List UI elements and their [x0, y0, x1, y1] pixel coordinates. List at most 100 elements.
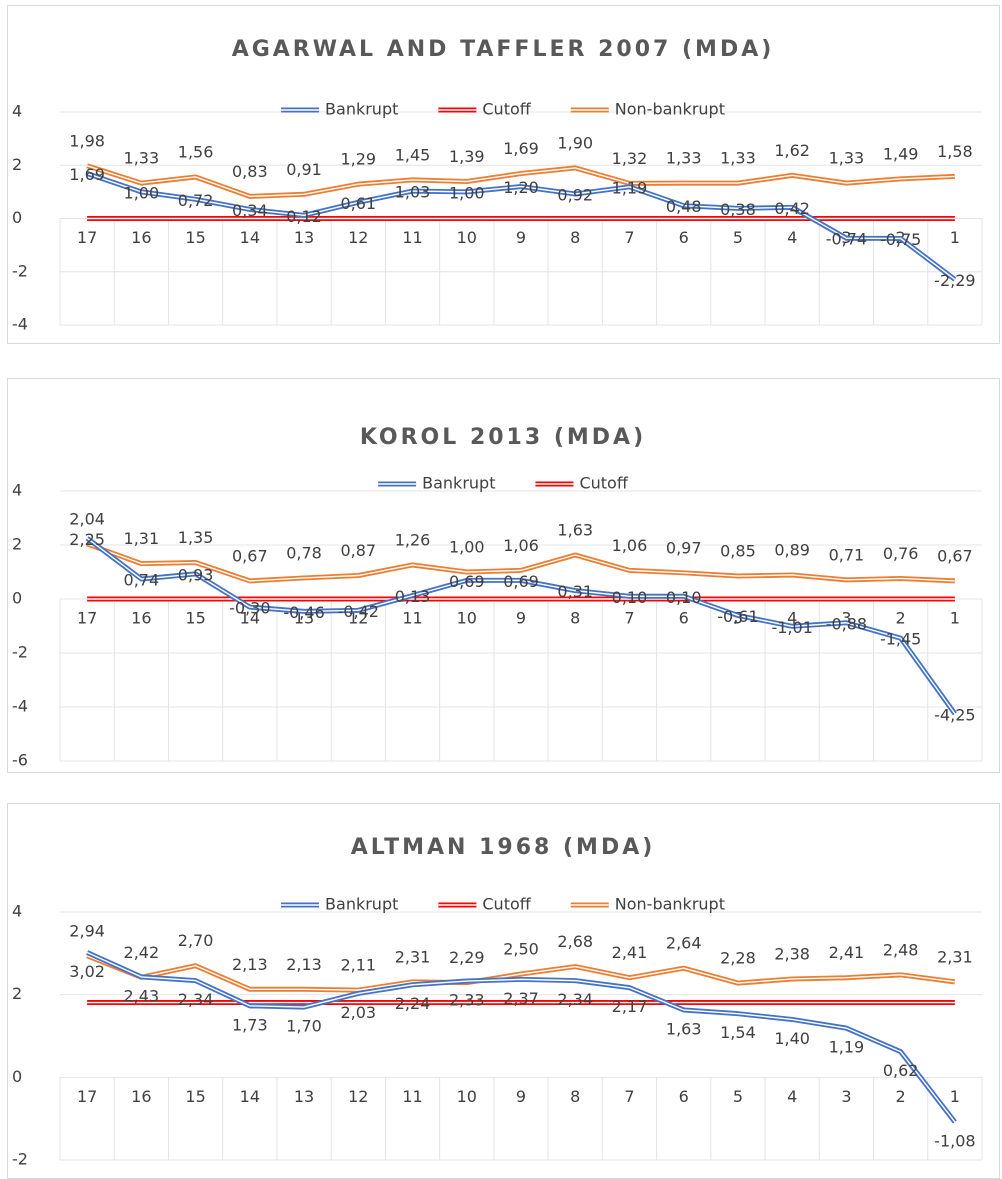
data-label: 0,12 [286, 207, 322, 226]
data-label: -0,46 [283, 603, 324, 622]
data-label: 2,38 [774, 944, 810, 963]
x-tick-label: 14 [240, 228, 260, 247]
data-label: 2,31 [395, 947, 431, 966]
data-label: 2,17 [612, 997, 648, 1016]
data-label: 0,48 [666, 197, 702, 216]
data-label: 0,42 [774, 199, 810, 218]
data-label: 1,98 [69, 131, 105, 150]
data-label: -0,42 [338, 602, 379, 621]
data-label: 0,38 [720, 200, 756, 219]
y-tick-label: -4 [12, 315, 28, 334]
x-tick-label: 17 [77, 228, 97, 247]
x-tick-label: 1 [950, 609, 960, 628]
y-tick-label: 2 [12, 984, 22, 1003]
data-label: -1,01 [771, 618, 812, 637]
data-label: 2,11 [340, 956, 376, 975]
legend-label: Bankrupt [325, 895, 398, 914]
data-label: 1,35 [178, 528, 214, 547]
data-label: 1,54 [720, 1023, 756, 1042]
legend-label: Bankrupt [325, 100, 398, 119]
data-label: 0,10 [612, 588, 648, 607]
x-tick-label: 13 [294, 228, 314, 247]
data-line-inner [86, 537, 956, 715]
data-label: 0,85 [720, 542, 756, 561]
x-tick-label: 14 [240, 609, 260, 628]
x-tick-label: 10 [457, 228, 477, 247]
data-label: 1,33 [124, 149, 160, 168]
data-label: 2,70 [178, 931, 214, 950]
data-label: 1,45 [395, 145, 431, 164]
data-label: 1,63 [557, 520, 593, 539]
x-tick-label: 16 [131, 609, 151, 628]
data-label: 2,68 [557, 932, 593, 951]
x-tick-label: 7 [624, 609, 634, 628]
data-label: 2,31 [937, 947, 973, 966]
data-line-inner [86, 165, 955, 198]
x-tick-label: 13 [294, 1087, 314, 1106]
x-tick-label: 2 [896, 609, 906, 628]
x-tick-label: 9 [516, 609, 526, 628]
y-tick-label: 2 [12, 535, 22, 554]
data-label: 2,43 [124, 986, 160, 1005]
data-label: 1,73 [232, 1015, 268, 1034]
x-tick-label: 9 [516, 228, 526, 247]
x-tick-label: 17 [77, 1087, 97, 1106]
y-tick-label: 4 [12, 481, 22, 500]
x-tick-label: 9 [516, 1087, 526, 1106]
x-tick-label: 11 [402, 1087, 422, 1106]
x-tick-label: 4 [787, 228, 797, 247]
data-label: 0,87 [340, 541, 376, 560]
x-tick-label: 16 [131, 228, 151, 247]
data-label: 0,34 [232, 201, 268, 220]
data-label: 2,94 [69, 921, 105, 940]
data-label: 0,10 [666, 588, 702, 607]
data-label: -1,45 [880, 630, 921, 649]
data-label: 1,39 [449, 147, 485, 166]
data-label: 0,67 [937, 546, 973, 565]
x-tick-label: 6 [679, 228, 689, 247]
data-label: 0,91 [286, 160, 322, 179]
data-label: 1,33 [666, 149, 702, 168]
data-line-inner [86, 543, 955, 582]
y-tick-label: 0 [12, 208, 22, 227]
data-label: 1,63 [666, 1019, 702, 1038]
data-label: 1,00 [124, 183, 160, 202]
data-label: -4,25 [934, 705, 975, 724]
data-label: 2,29 [449, 948, 485, 967]
x-tick-label: 6 [679, 1087, 689, 1106]
x-tick-label: 14 [240, 1087, 260, 1106]
data-label: 2,64 [666, 934, 702, 953]
data-label: 1,69 [69, 165, 105, 184]
data-label: 2,28 [720, 949, 756, 968]
legend-label: Bankrupt [422, 474, 495, 493]
x-tick-label: 5 [733, 228, 743, 247]
x-tick-label: 12 [348, 609, 368, 628]
data-label: -2,29 [934, 271, 975, 290]
x-tick-label: 7 [624, 1087, 634, 1106]
x-tick-label: 15 [185, 1087, 205, 1106]
data-label: -0,30 [229, 599, 270, 618]
data-label: -0,61 [717, 607, 758, 626]
x-tick-label: 4 [787, 1087, 797, 1106]
data-label: 2,41 [612, 943, 648, 962]
chart-title: KOROL 2013 (MDA) [360, 425, 646, 450]
data-label: 2,03 [340, 1003, 376, 1022]
data-label: 0,69 [503, 572, 539, 591]
x-tick-label: 2 [896, 1087, 906, 1106]
x-tick-label: 8 [570, 609, 580, 628]
data-label: 1,49 [883, 144, 919, 163]
x-tick-label: 8 [570, 228, 580, 247]
legend-label: Cutoff [482, 100, 531, 119]
data-label: 1,58 [937, 142, 973, 161]
data-label: 0,74 [124, 571, 160, 590]
x-tick-label: 11 [402, 609, 422, 628]
data-line-inner [86, 172, 956, 281]
data-label: 1,26 [395, 530, 431, 549]
data-label: 0,31 [557, 582, 593, 601]
y-tick-label: -6 [12, 751, 28, 770]
data-label: 1,69 [503, 139, 539, 158]
data-label: 0,78 [286, 543, 322, 562]
data-line-inner [86, 955, 955, 991]
data-label: 1,62 [774, 141, 810, 160]
